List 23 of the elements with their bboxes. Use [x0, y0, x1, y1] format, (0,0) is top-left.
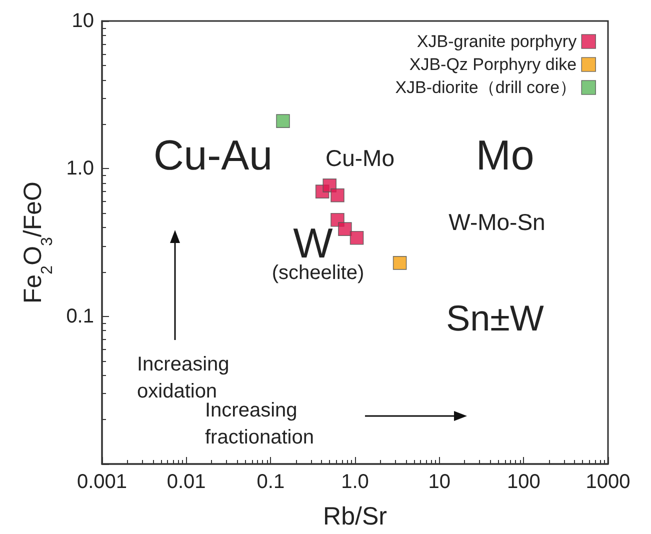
- y-tick-label: 10: [72, 10, 94, 32]
- annotation: Cu-Mo: [325, 145, 395, 171]
- x-tick-label: 0.001: [76, 471, 128, 493]
- y-tick-label: 0.1: [66, 305, 94, 328]
- y-axis-title: Fe2O3/FeO: [18, 182, 56, 304]
- x-tick-label: 1.0: [341, 471, 369, 493]
- x-tick-label: 0.1: [256, 471, 285, 493]
- legend-label: XJB-Qz Porphyry dike: [409, 55, 577, 74]
- annotation: Increasing fractionation: [205, 400, 314, 448]
- annotation: (scheelite): [272, 262, 364, 284]
- x-tick-label: 0.01: [166, 471, 206, 493]
- legend-label: XJB-granite porphyry: [416, 32, 578, 51]
- annotation: Mo: [476, 132, 534, 178]
- x-tick-label: 1000: [586, 471, 630, 493]
- x-tick-label: 10: [428, 471, 450, 493]
- y-tick-label: 1.0: [66, 158, 94, 180]
- annotation: Increasing oxidation: [137, 354, 230, 402]
- legend-label: XJB-diorite（drill core）: [395, 78, 577, 97]
- annotation: W-Mo-Sn: [448, 209, 546, 235]
- annotation: Sn±W: [446, 298, 544, 338]
- x-axis-title: Rb/Sr: [323, 502, 387, 530]
- annotation: Cu-Au: [153, 132, 273, 178]
- x-tick-label: 100: [506, 471, 540, 493]
